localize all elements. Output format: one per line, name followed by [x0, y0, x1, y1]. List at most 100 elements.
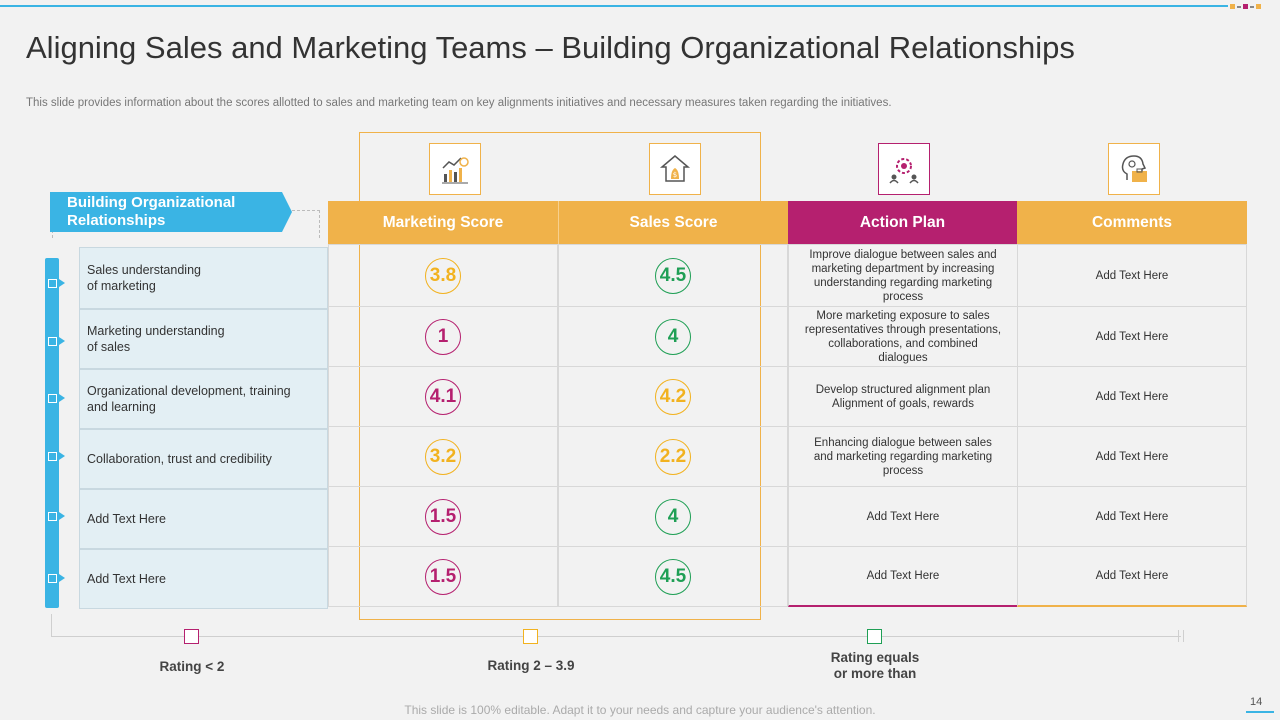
- timeline-arrow: [59, 574, 65, 582]
- timeline-arrow: [59, 452, 65, 460]
- sales-score-badge: 4.2: [655, 378, 691, 415]
- sales-score-badge: 4.5: [655, 558, 691, 595]
- sales-score-cell: 4.2: [558, 366, 788, 427]
- sales-score-cell: 4: [558, 486, 788, 547]
- header-marketing-score: Marketing Score: [328, 201, 558, 244]
- row-label: Add Text Here: [79, 549, 328, 609]
- header-action-plan: Action Plan: [788, 201, 1017, 244]
- legend-swatch-mid: [523, 629, 538, 644]
- comment-text: Add Text Here: [1095, 570, 1169, 582]
- row-label-text: Add Text Here: [87, 512, 166, 526]
- legend-end-cap: [1178, 630, 1184, 642]
- header-comments: Comments: [1017, 201, 1247, 244]
- row-label: Add Text Here: [79, 489, 328, 549]
- page-number-underline: [1246, 711, 1274, 713]
- sales-score-badge: 4: [655, 498, 691, 535]
- action-plan-text: Improve dialogue between sales and marke…: [809, 248, 997, 303]
- comment-cell: Add Text Here: [1017, 426, 1247, 487]
- row-label: Organizational development, training and …: [79, 369, 328, 429]
- marketing-score-badge: 1.5: [425, 558, 461, 595]
- sales-score-cell: 4.5: [558, 546, 788, 607]
- comment-cell: Add Text Here: [1017, 486, 1247, 547]
- sales-score-cell: 4.5: [558, 244, 788, 307]
- chart-gear-icon: [429, 143, 481, 195]
- marketing-score-badge: 4.1: [425, 378, 461, 415]
- page-number: 14: [1250, 696, 1263, 708]
- comment-cell: Add Text Here: [1017, 366, 1247, 427]
- marketing-score-cell: 3.2: [328, 426, 558, 487]
- comment-text: Add Text Here: [1095, 390, 1169, 403]
- timeline-marker: [48, 279, 57, 288]
- legend-stub: [51, 614, 52, 636]
- marketing-score-badge: 1: [425, 318, 461, 355]
- sales-score-badge: 4.5: [655, 257, 691, 294]
- page-subtitle: This slide provides information about th…: [26, 97, 892, 109]
- action-plan-cell: Enhancing dialogue between sales and mar…: [788, 426, 1018, 487]
- marketing-score-badge: 1.5: [425, 498, 461, 535]
- comment-cell: Add Text Here: [1017, 244, 1247, 307]
- action-plan-cell: Develop structured alignment plan Alignm…: [788, 366, 1018, 427]
- row-label-text: Collaboration, trust and credibility: [87, 452, 272, 466]
- sales-score-cell: 2.2: [558, 426, 788, 487]
- action-plan-cell: Improve dialogue between sales and marke…: [788, 244, 1018, 307]
- svg-text:$: $: [673, 171, 677, 179]
- marketing-score-cell: 3.8: [328, 244, 558, 307]
- marketing-score-cell: 1: [328, 306, 558, 367]
- action-plan-cell: Add Text Here: [788, 486, 1018, 547]
- legend-swatch-low: [184, 629, 199, 644]
- row-label: Marketing understanding of sales: [79, 309, 328, 369]
- footer-note: This slide is 100% editable. Adapt it to…: [404, 703, 876, 717]
- legend-label-low: Rating < 2: [159, 659, 225, 674]
- row-label-text: Organizational development, training and …: [87, 384, 291, 414]
- legend-label-mid: Rating 2 – 3.9: [487, 658, 575, 673]
- section-label-text: Building Organizational Relationships: [67, 194, 236, 229]
- timeline-arrow: [59, 337, 65, 345]
- action-plan-text: Add Text Here: [866, 570, 940, 582]
- row-label-text: Add Text Here: [87, 572, 166, 586]
- action-plan-cell: Add Text Here: [788, 546, 1018, 607]
- row-label-text: Marketing understanding of sales: [87, 324, 225, 354]
- marketing-score-cell: 1.5: [328, 546, 558, 607]
- comment-cell: Add Text Here: [1017, 306, 1247, 367]
- house-money-icon: $: [649, 143, 701, 195]
- action-plan-text: Add Text Here: [866, 510, 940, 523]
- row-label: Collaboration, trust and credibility: [79, 429, 328, 489]
- comment-text: Add Text Here: [1095, 510, 1169, 523]
- legend-line: [51, 636, 1181, 637]
- comment-text: Add Text Here: [1095, 269, 1169, 282]
- timeline-marker: [48, 452, 57, 461]
- page-title: Aligning Sales and Marketing Teams – Bui…: [26, 30, 1075, 65]
- comment-text: Add Text Here: [1095, 330, 1169, 343]
- sales-score-badge: 4: [655, 318, 691, 355]
- timeline-marker: [48, 337, 57, 346]
- row-label-text: Sales understanding of marketing: [87, 263, 201, 293]
- top-rule: [0, 5, 1228, 7]
- timeline-arrow: [59, 279, 65, 287]
- sales-score-badge: 2.2: [655, 438, 691, 475]
- marketing-score-badge: 3.2: [425, 438, 461, 475]
- sales-score-cell: 4: [558, 306, 788, 367]
- timeline-arrow: [59, 512, 65, 520]
- section-label: Building Organizational Relationships: [50, 192, 292, 232]
- marketing-score-cell: 4.1: [328, 366, 558, 427]
- legend-label-high: Rating equals or more than: [830, 650, 920, 681]
- comment-cell: Add Text Here: [1017, 546, 1247, 607]
- team-gear-icon: [878, 143, 930, 195]
- comment-text: Add Text Here: [1095, 450, 1169, 463]
- head-briefcase-icon: [1108, 143, 1160, 195]
- action-plan-text: Develop structured alignment plan Alignm…: [815, 383, 991, 410]
- corner-decoration: [1230, 4, 1261, 9]
- timeline-marker: [48, 512, 57, 521]
- row-label: Sales understanding of marketing: [79, 247, 328, 309]
- action-plan-text: Enhancing dialogue between sales and mar…: [813, 436, 993, 477]
- header-sales-score: Sales Score: [558, 201, 788, 244]
- timeline-marker: [48, 574, 57, 583]
- timeline-arrow: [59, 394, 65, 402]
- action-plan-cell: More marketing exposure to sales represe…: [788, 306, 1018, 367]
- timeline-marker: [48, 394, 57, 403]
- marketing-score-cell: 1.5: [328, 486, 558, 547]
- marketing-score-badge: 3.8: [425, 257, 461, 294]
- action-plan-text: More marketing exposure to sales represe…: [804, 309, 1002, 364]
- legend-swatch-high: [867, 629, 882, 644]
- timeline-bar: [45, 258, 59, 608]
